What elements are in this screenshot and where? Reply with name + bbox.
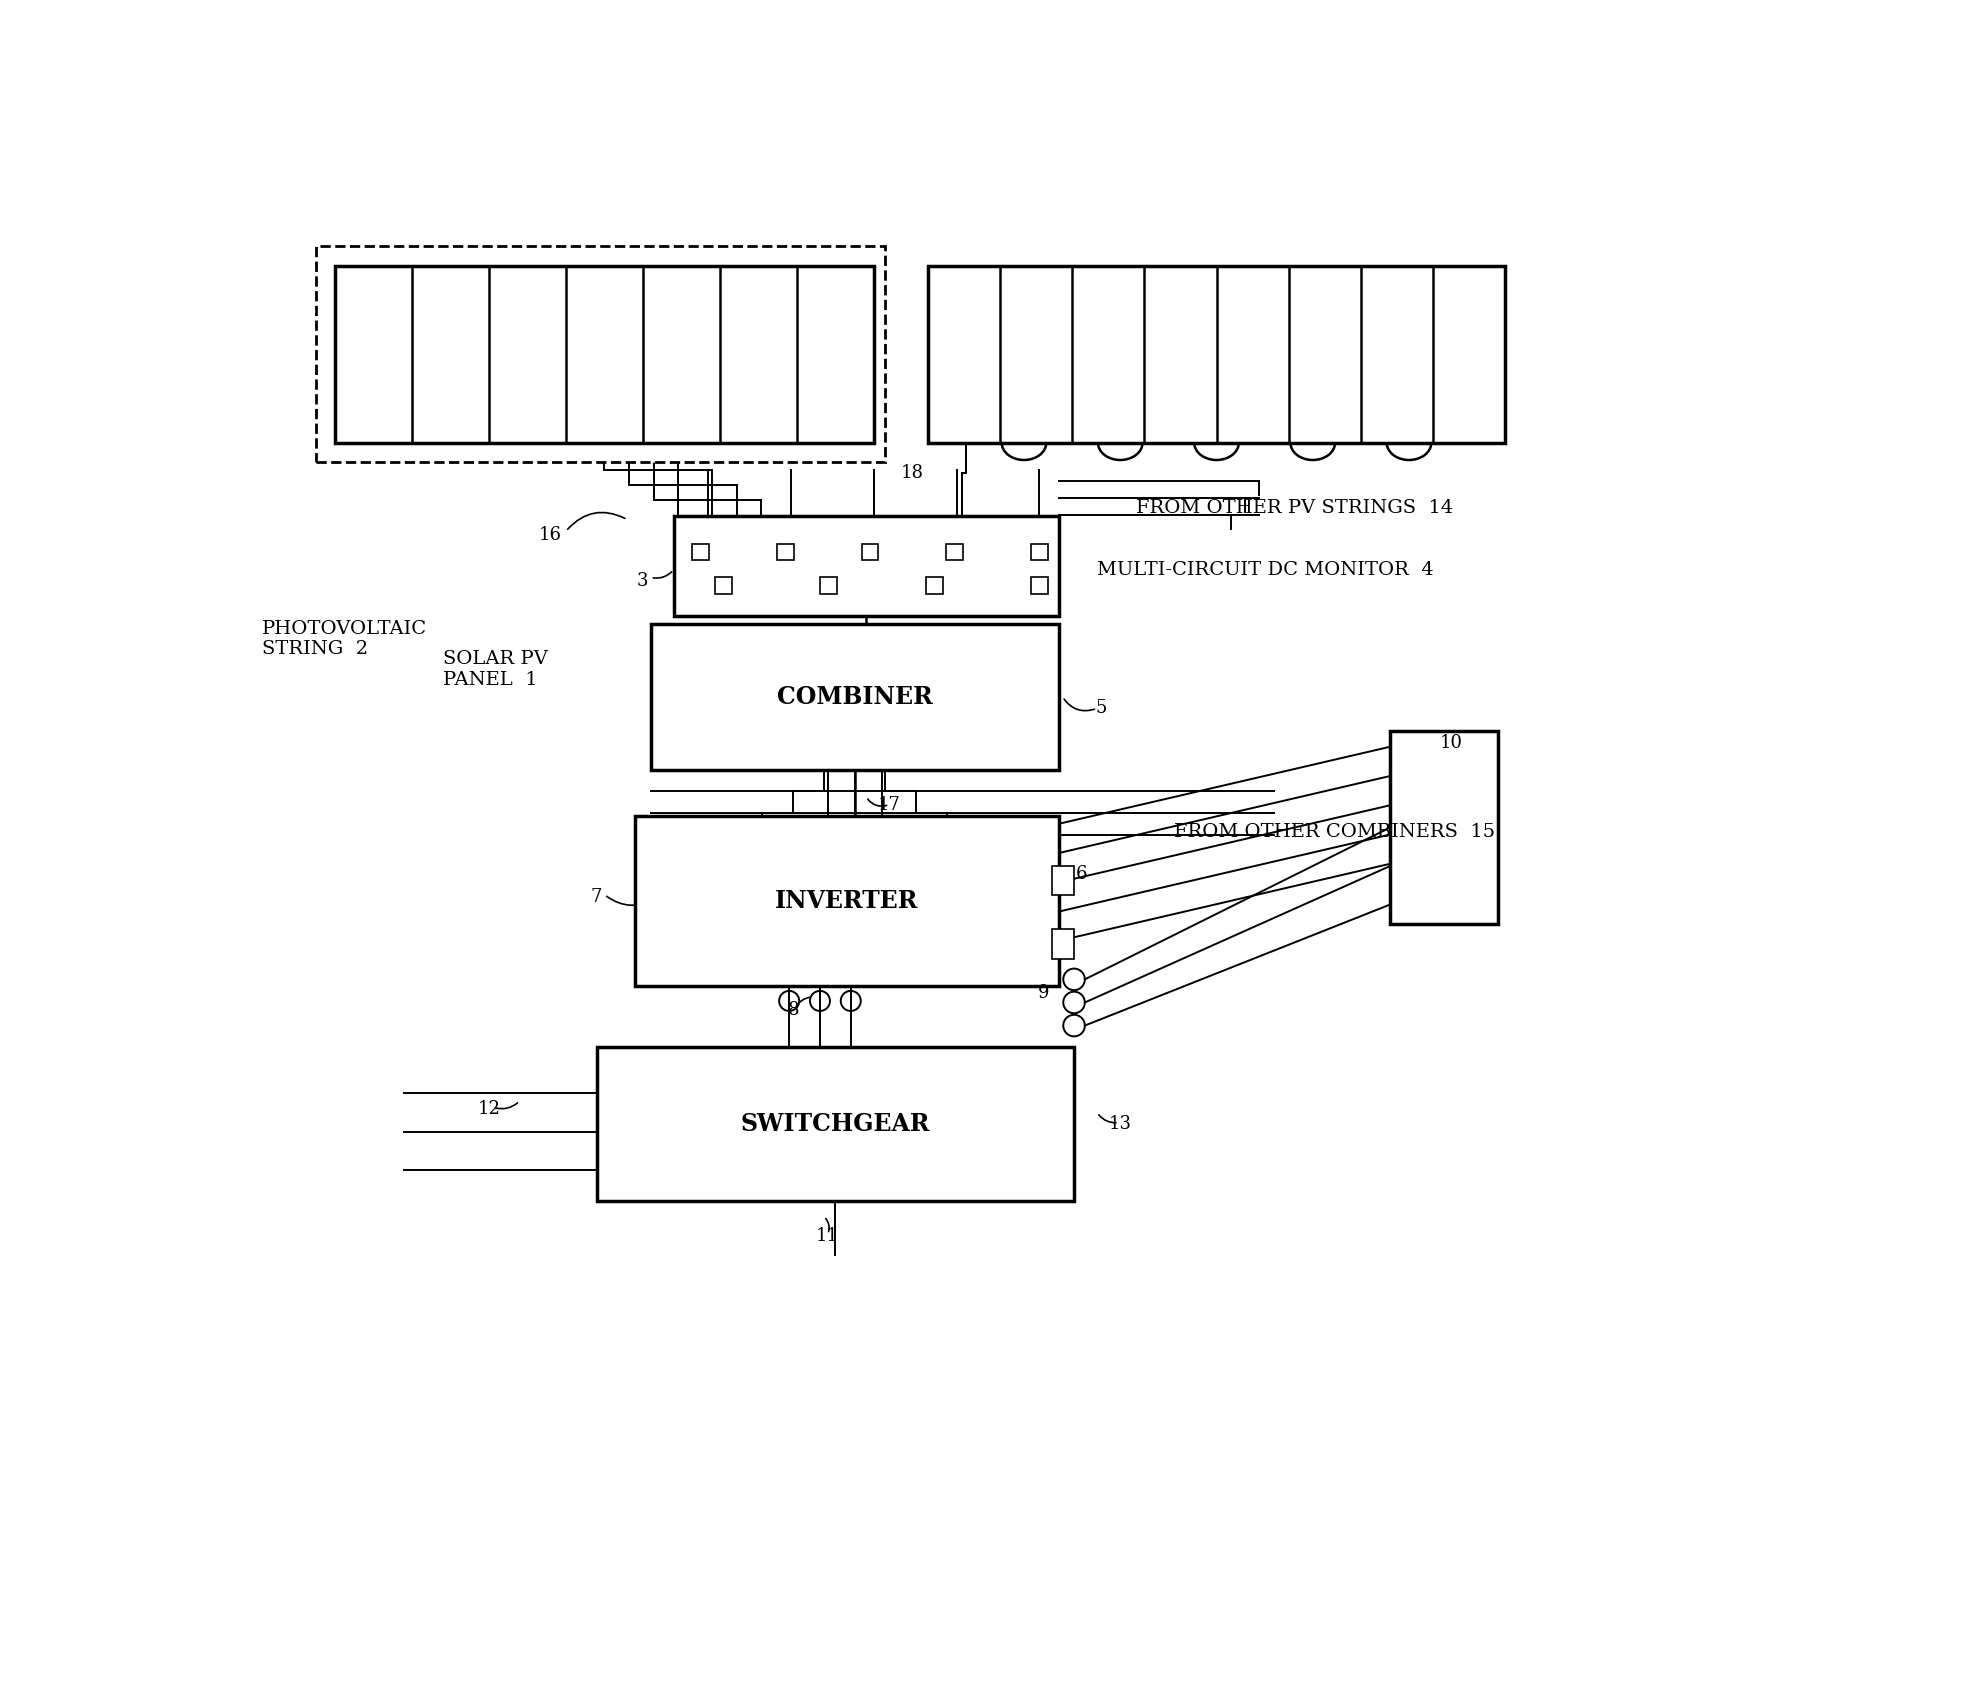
Text: PHOTOVOLTAIC
STRING  2: PHOTOVOLTAIC STRING 2 xyxy=(261,619,428,658)
Text: MULTI-CIRCUIT DC MONITOR  4: MULTI-CIRCUIT DC MONITOR 4 xyxy=(1097,560,1434,579)
Text: 12: 12 xyxy=(477,1100,500,1118)
Bar xyxy=(820,577,838,594)
Bar xyxy=(1030,543,1048,560)
Bar xyxy=(926,577,942,594)
Text: 10: 10 xyxy=(1440,734,1464,752)
Bar xyxy=(777,543,795,560)
Bar xyxy=(693,543,708,560)
Text: 6: 6 xyxy=(1075,865,1087,882)
Text: COMBINER: COMBINER xyxy=(777,685,932,709)
Text: 11: 11 xyxy=(816,1226,840,1245)
Text: 13: 13 xyxy=(1109,1115,1132,1134)
Text: INVERTER: INVERTER xyxy=(775,889,918,913)
Text: 17: 17 xyxy=(877,796,901,813)
Text: 5: 5 xyxy=(1095,700,1107,717)
Bar xyxy=(636,817,1059,985)
Bar xyxy=(716,577,732,594)
Bar xyxy=(596,1048,1073,1201)
Text: SWITCHGEAR: SWITCHGEAR xyxy=(740,1112,930,1135)
Text: 16: 16 xyxy=(540,526,561,545)
Bar xyxy=(336,265,873,442)
Text: FROM OTHER COMBINERS  15: FROM OTHER COMBINERS 15 xyxy=(1173,823,1495,840)
Text: 18: 18 xyxy=(901,464,924,482)
Text: 7: 7 xyxy=(591,887,602,906)
Text: 3: 3 xyxy=(638,572,649,590)
Bar xyxy=(946,543,963,560)
Text: 8: 8 xyxy=(787,1000,799,1019)
Bar xyxy=(861,543,879,560)
Bar xyxy=(1052,930,1073,958)
Text: 9: 9 xyxy=(1038,984,1050,1002)
Text: FROM OTHER PV STRINGS  14: FROM OTHER PV STRINGS 14 xyxy=(1136,499,1454,518)
Bar xyxy=(316,246,885,462)
Bar xyxy=(1389,732,1497,924)
Bar xyxy=(1052,865,1073,896)
Text: SOLAR PV
PANEL  1: SOLAR PV PANEL 1 xyxy=(443,651,547,690)
Bar xyxy=(651,624,1059,769)
Bar xyxy=(673,516,1059,616)
Bar xyxy=(1030,577,1048,594)
Bar xyxy=(928,265,1505,442)
